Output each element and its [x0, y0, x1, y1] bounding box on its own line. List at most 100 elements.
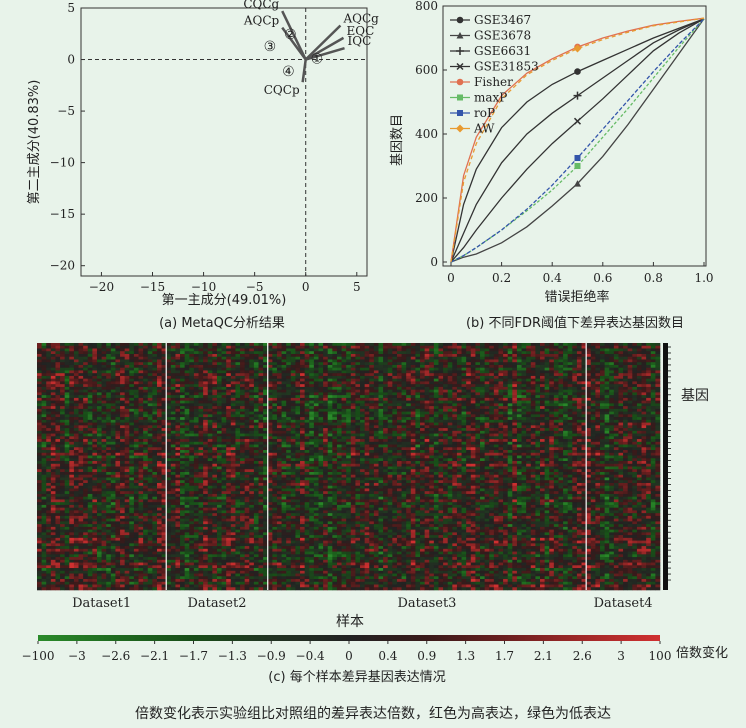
heatmap-cell: [212, 485, 218, 489]
heatmap-cell: [115, 392, 121, 396]
heatmap-cell: [64, 507, 70, 511]
heatmap-cell: [281, 493, 287, 497]
heatmap-cell: [207, 515, 213, 519]
heatmap-cell: [92, 419, 98, 423]
heatmap-cell: [244, 444, 250, 448]
heatmap-cell: [129, 485, 135, 489]
heatmap-cell: [175, 488, 181, 492]
heatmap-cell: [281, 455, 287, 459]
heatmap-cell: [267, 389, 273, 393]
heatmap-cell: [249, 493, 255, 497]
heatmap-cell: [78, 568, 84, 572]
heatmap-cell: [37, 430, 42, 434]
heatmap-cell: [152, 524, 158, 528]
heatmap-cell: [253, 485, 259, 489]
heatmap-cell: [221, 559, 227, 563]
heatmap-cell: [212, 540, 218, 544]
heatmap-cell: [212, 491, 218, 495]
heatmap-cell: [212, 537, 218, 541]
heatmap-cell: [92, 406, 98, 410]
heatmap-cell: [203, 381, 209, 385]
heatmap-cell: [281, 559, 287, 563]
legend-label-aw: AW: [473, 122, 495, 136]
heatmap-cell: [207, 452, 213, 456]
heatmap-cell: [60, 433, 65, 437]
heatmap-cell: [198, 436, 204, 440]
heatmap-cell: [115, 546, 121, 550]
heatmap-cell: [212, 441, 218, 445]
heatmap-cell: [41, 513, 47, 517]
heatmap-cell: [147, 378, 153, 382]
heatmap-cell: [152, 425, 158, 429]
heatmap-cell: [276, 458, 282, 462]
heatmap-cell: [115, 499, 121, 503]
heatmap-cell: [60, 576, 65, 580]
heatmap-cell: [249, 447, 255, 451]
heatmap-cell: [267, 526, 273, 530]
heatmap-cell: [133, 535, 139, 539]
heatmap-cell: [37, 461, 42, 465]
heatmap-cell: [129, 370, 135, 374]
heatmap-cell: [156, 565, 162, 569]
heatmap-cell: [180, 524, 185, 528]
heatmap-cell: [115, 469, 121, 473]
heatmap-cell: [138, 543, 144, 547]
heatmap-cell: [180, 400, 185, 404]
heatmap-cell: [230, 499, 236, 503]
heatmap-cell: [60, 485, 65, 489]
heatmap-cell: [170, 406, 176, 410]
heatmap-cell: [193, 458, 199, 462]
heatmap-cell: [101, 491, 107, 495]
heatmap-cell: [143, 540, 149, 544]
heatmap-cell: [50, 480, 56, 484]
heatmap-cell: [156, 353, 162, 358]
heatmap-cell: [106, 455, 112, 459]
heatmap-cell: [106, 485, 112, 489]
heatmap-cell: [263, 400, 269, 404]
heatmap-cell: [221, 535, 227, 539]
heatmap-cell: [258, 386, 264, 390]
heatmap-cell: [193, 403, 199, 407]
heatmap-cell: [60, 351, 65, 355]
legend-marker-gse3678: [456, 32, 464, 39]
heatmap-cell: [226, 439, 232, 443]
heatmap-cell: [69, 408, 75, 412]
heatmap-cell: [55, 430, 61, 434]
heatmap-cell: [193, 518, 199, 522]
heatmap-cell: [60, 482, 65, 487]
heatmap-cell: [64, 430, 70, 434]
heatmap-cell: [161, 384, 167, 388]
heatmap-cell: [120, 441, 125, 445]
heatmap-cell: [143, 471, 149, 476]
heatmap-cell: [203, 386, 209, 390]
heatmap-cell: [64, 343, 70, 347]
heatmap-cell: [230, 392, 236, 396]
heatmap-cell: [276, 417, 282, 421]
heatmap-cell: [92, 425, 98, 429]
heatmap-cell: [216, 433, 222, 437]
heatmap-cell: [221, 493, 227, 497]
heatmap-cell: [60, 408, 65, 412]
heatmap-cell: [216, 518, 222, 522]
heatmap-cell: [175, 562, 181, 566]
heatmap-cell: [161, 359, 167, 363]
heatmap-cell: [189, 579, 195, 583]
heatmap-cell: [152, 343, 158, 347]
heatmap-cell: [281, 378, 287, 382]
heatmap-cell: [96, 362, 102, 366]
heatmap-cell: [180, 513, 185, 517]
heatmap-cell: [249, 573, 255, 577]
heatmap-cell: [156, 389, 162, 393]
heatmap-cell: [46, 463, 52, 467]
heatmap-cell: [189, 504, 195, 508]
heatmap-cell: [263, 537, 269, 541]
heatmap-cell: [249, 403, 255, 407]
heatmap-cell: [170, 499, 176, 503]
heatmap-cell: [267, 480, 273, 484]
heatmap-cell: [276, 543, 282, 547]
heatmap-cell: [272, 403, 278, 407]
heatmap-cell: [129, 343, 135, 347]
heatmap-cell: [263, 548, 269, 552]
heatmap-cell: [50, 343, 56, 347]
heatmap-cell: [87, 504, 93, 508]
